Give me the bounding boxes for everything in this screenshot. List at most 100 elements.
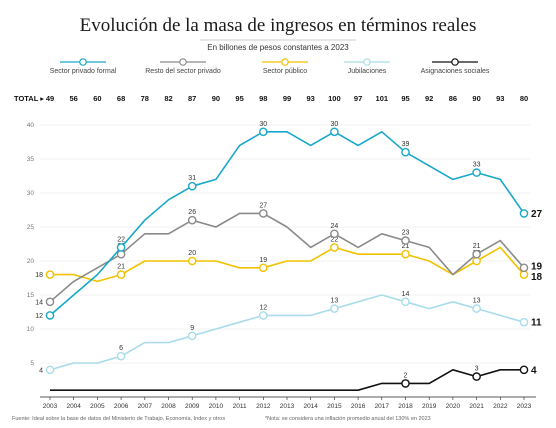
legend-label: Asignaciones sociales	[421, 68, 490, 75]
series-line	[50, 368, 524, 392]
data-label: 22	[117, 236, 125, 243]
data-point	[472, 372, 481, 381]
total-value: 97	[354, 94, 362, 103]
totals-row: 49 56 60 68 78 82 87 90 95 98 99 93 100 97 101 95 92 86 90…	[46, 94, 528, 103]
x-tick-label: 2006	[114, 403, 129, 410]
data-point	[330, 243, 339, 252]
total-value: 93	[307, 94, 315, 103]
end-label: 19	[531, 261, 543, 272]
total-value: 98	[259, 94, 267, 103]
total-label: TOTAL ▸	[14, 94, 44, 103]
total-value: 90	[212, 94, 220, 103]
series-resto: 14 21 26 27 24 23 21 19	[35, 202, 542, 306]
data-label: 13	[331, 298, 339, 305]
y-tick-label: 5	[30, 360, 34, 367]
data-label: 21	[402, 243, 410, 250]
data-point	[187, 331, 197, 341]
end-label: 18	[531, 272, 543, 283]
series-line	[49, 131, 525, 317]
data-point	[519, 209, 529, 218]
series-line	[50, 246, 525, 283]
total-value: 60	[93, 94, 101, 103]
data-label: 39	[402, 141, 410, 148]
footnote-source: Fuente: Ideal sobre la base de datos del…	[12, 416, 225, 422]
x-tick-label: 2012	[256, 403, 271, 410]
footnote-note: *Nota: se considera una inflación promed…	[265, 416, 431, 422]
total-value: 68	[117, 94, 125, 103]
x-tick-label: 2010	[209, 403, 224, 410]
data-label: 4	[39, 367, 43, 374]
data-label: 2	[404, 372, 408, 379]
y-tick-label: 35	[27, 156, 35, 163]
data-point	[45, 270, 55, 279]
data-label: 33	[473, 162, 481, 169]
end-label: 27	[531, 209, 543, 220]
data-point	[519, 317, 529, 327]
data-label: 21	[473, 243, 481, 250]
series-jubilaciones: 4 6 9 12 13 14 13 11	[39, 291, 542, 375]
total-value: 56	[70, 94, 78, 103]
total-value: 82	[164, 94, 172, 103]
data-point	[116, 270, 126, 279]
data-point	[519, 263, 529, 273]
total-value: 100	[328, 94, 341, 103]
data-label: 9	[190, 325, 194, 332]
data-point	[519, 365, 529, 375]
data-point	[258, 209, 268, 218]
legend-label: Resto del sector privado	[145, 68, 221, 75]
x-tick-label: 2021	[469, 403, 484, 410]
x-tick-label: 2019	[422, 403, 437, 410]
x-tick-label: 2020	[446, 403, 461, 410]
y-tick-label: 40	[27, 122, 35, 129]
legend: Sector privado formal Resto del sector pr…	[50, 58, 490, 75]
x-tick-label: 2016	[351, 403, 366, 410]
x-tick-label: 2018	[398, 403, 413, 410]
series-asignaciones: 2 3 4	[50, 365, 537, 392]
data-point	[472, 168, 481, 177]
data-label: 14	[402, 291, 410, 298]
data-label: 18	[35, 272, 43, 279]
data-point	[401, 147, 410, 157]
data-point	[258, 263, 268, 273]
data-point	[401, 249, 410, 259]
data-point	[258, 127, 268, 137]
data-label: 20	[188, 250, 196, 257]
x-tick-label: 2014	[303, 403, 318, 410]
series-group: 2344691213141311182120192221201814212627…	[35, 121, 543, 392]
x-tick-label: 2004	[66, 403, 81, 410]
total-value: 87	[188, 94, 196, 103]
x-tick-label: 2003	[43, 403, 58, 410]
x-tick-label: 2015	[327, 403, 342, 410]
series-line	[49, 294, 525, 371]
data-point	[45, 297, 55, 307]
chart-subtitle: En billones de pesos constantes a 2023	[207, 43, 349, 52]
data-point	[401, 236, 410, 245]
data-label: 6	[119, 345, 123, 352]
x-tick-label: 2022	[493, 403, 508, 410]
legend-marker	[281, 58, 289, 66]
x-tick-label: 2011	[233, 403, 247, 410]
legend-marker	[179, 58, 187, 66]
data-label: 21	[117, 264, 125, 271]
total-value: 86	[449, 94, 457, 103]
x-tick-label: 2013	[280, 403, 295, 410]
data-point	[45, 365, 55, 375]
x-tick-label: 2005	[90, 403, 105, 410]
total-value: 90	[472, 94, 480, 103]
data-label: 31	[188, 175, 196, 182]
x-tick-label: 2017	[375, 403, 390, 410]
end-label: 4	[531, 365, 537, 376]
total-value: 93	[496, 94, 504, 103]
data-label: 13	[473, 298, 481, 305]
total-value: 99	[283, 94, 291, 103]
legend-marker	[79, 58, 87, 66]
total-value: 49	[46, 94, 54, 103]
data-point	[401, 379, 410, 388]
total-value: 101	[376, 94, 389, 103]
chart-title: Evolución de la masa de ingresos en térm…	[80, 15, 477, 36]
y-axis-ticks: 5 10 15 20 25 30 35 40	[27, 122, 35, 367]
legend-marker	[363, 58, 371, 66]
data-label: 26	[188, 209, 196, 216]
data-label: 23	[402, 230, 410, 237]
series-line	[49, 212, 525, 303]
